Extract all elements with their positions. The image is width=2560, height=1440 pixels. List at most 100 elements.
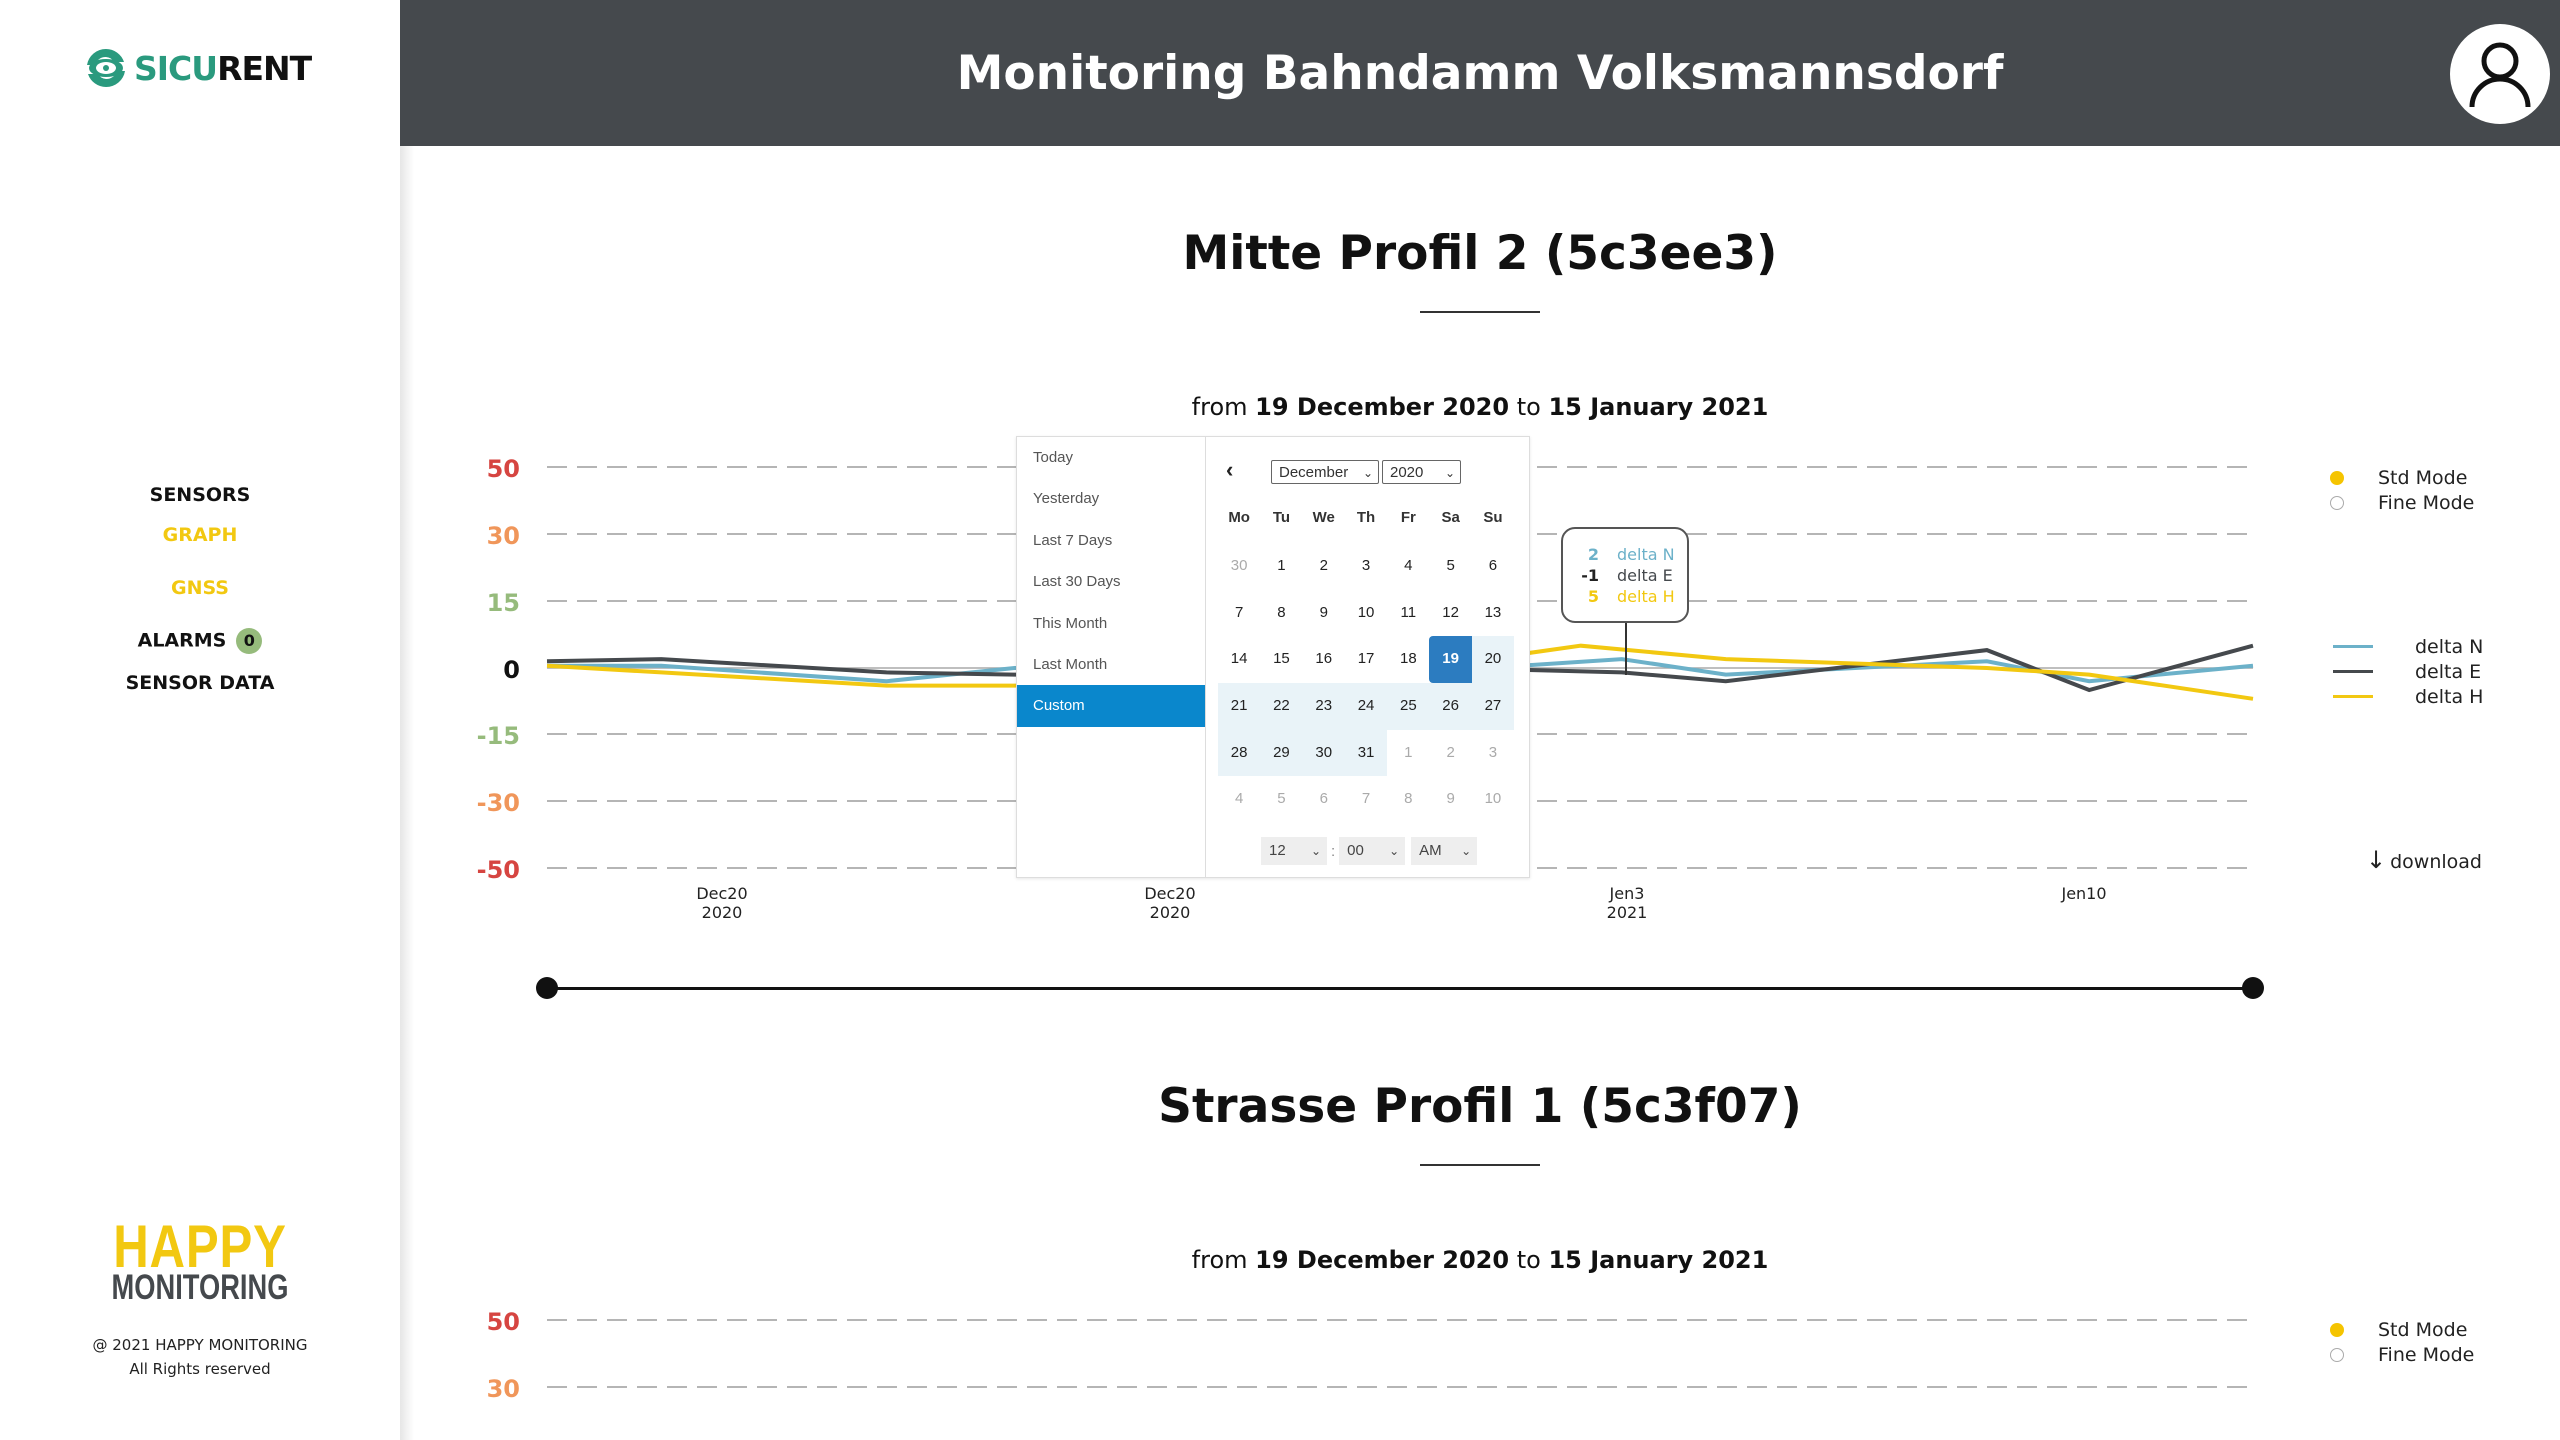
legend-label: delta E — [2415, 660, 2482, 683]
calendar-day[interactable]: 15 — [1273, 650, 1290, 668]
calendar-day[interactable]: 11 — [1400, 603, 1417, 621]
calendar-day[interactable]: 5 — [1446, 557, 1455, 574]
calendar-day[interactable]: 22 — [1260, 683, 1303, 730]
legend-item-delta-n[interactable]: delta N — [2333, 634, 2483, 659]
weekday: Sa — [1441, 509, 1460, 526]
range-last-30-days[interactable]: Last 30 Days — [1033, 573, 1121, 591]
legend-item-delta-h[interactable]: delta H — [2333, 684, 2483, 709]
range-today[interactable]: Today — [1033, 449, 1074, 466]
calendar-day[interactable]: 6 — [1319, 790, 1328, 808]
std-mode-option[interactable]: Std Mode — [2330, 465, 2474, 490]
calendar-day[interactable]: 8 — [1404, 790, 1413, 808]
calendar-day[interactable]: 30 — [1230, 557, 1248, 574]
weekday: Tu — [1272, 509, 1291, 526]
date-range-label-2[interactable]: from 19 December 2020 to 15 January 2021 — [400, 1246, 2560, 1274]
prev-month-chevron-icon[interactable]: ‹ — [1226, 457, 1234, 482]
time-range-slider-track[interactable] — [547, 987, 2253, 990]
hour-select[interactable]: 12 ⌄ — [1261, 837, 1327, 865]
calendar-day[interactable]: 3 — [1361, 557, 1371, 574]
calendar-day[interactable]: 27 — [1471, 683, 1515, 730]
sidebar-item-sensor-data[interactable]: SENSOR DATA — [125, 672, 275, 694]
range-last-7-days[interactable]: Last 7 Days — [1033, 531, 1113, 549]
range-this-month[interactable]: This Month — [1033, 614, 1108, 632]
fine-mode-option[interactable]: Fine Mode — [2330, 490, 2474, 515]
calendar-day[interactable]: 9 — [1446, 790, 1455, 808]
calendar-day[interactable]: 31 — [1344, 729, 1388, 777]
calendar-day[interactable]: 25 — [1387, 683, 1430, 730]
minute-value: 00 — [1347, 842, 1364, 859]
calendar-day[interactable]: 23 — [1302, 683, 1345, 730]
sidebar-item-alarms[interactable]: ALARMS 0 — [0, 628, 400, 654]
calendar-day[interactable]: 1 — [1277, 557, 1286, 574]
fine-mode-option[interactable]: Fine Mode — [2330, 1342, 2474, 1367]
download-button[interactable]: ↓ download — [2366, 846, 2482, 874]
slider-handle-start[interactable] — [536, 977, 558, 999]
calendar-day[interactable]: 4 — [1404, 557, 1413, 574]
calendar-day[interactable]: 17 — [1357, 650, 1375, 668]
calendar-day[interactable]: 9 — [1319, 603, 1328, 621]
tooltip-row-delta-e: -1 delta E — [1563, 566, 1687, 587]
sidebar-item-gnss[interactable]: GNSS — [170, 577, 229, 599]
calendar-day[interactable]: 10 — [1484, 790, 1502, 808]
calendar-day[interactable]: 8 — [1277, 603, 1286, 621]
title-divider-2 — [1420, 1164, 1540, 1166]
series-legend: delta N delta E delta H — [2333, 634, 2483, 709]
calendar-day[interactable]: 2 — [1319, 557, 1328, 574]
calendar-day[interactable]: 3 — [1488, 743, 1498, 761]
series-line-delta-h[interactable] — [546, 643, 2254, 701]
sidebar-item-sensors[interactable]: SENSORS — [149, 484, 251, 506]
minute-select[interactable]: 00 ⌄ — [1339, 837, 1406, 865]
calendar-day[interactable]: 13 — [1484, 603, 1502, 621]
calendar-day[interactable]: 12 — [1442, 603, 1459, 621]
calendar-day[interactable]: 28 — [1218, 729, 1261, 777]
calendar-day[interactable]: 7 — [1361, 790, 1371, 808]
range-last-month[interactable]: Last Month — [1033, 655, 1108, 673]
ampm-value: AM — [1419, 842, 1442, 859]
time-selector: 12 ⌄ : 00 ⌄ AM ⌄ — [1261, 837, 1478, 865]
mode-legend-2: Std Mode Fine Mode — [2330, 1317, 2474, 1367]
calendar-day[interactable]: 21 — [1218, 683, 1261, 730]
calendar-day[interactable]: 1 — [1404, 743, 1413, 761]
fine-mode-label: Fine Mode — [2378, 491, 2475, 514]
legend-label: delta H — [2415, 685, 2484, 708]
weekday: Su — [1483, 509, 1503, 526]
std-mode-option[interactable]: Std Mode — [2330, 1317, 2474, 1342]
calendar-day[interactable]: 24 — [1344, 683, 1388, 730]
range-yesterday[interactable]: Yesterday — [1033, 490, 1100, 508]
x-tick-3: Jen3 2021 — [1567, 884, 1687, 922]
calendar-day[interactable]: 6 — [1488, 557, 1498, 574]
x-tick-label: Dec20 — [696, 884, 748, 903]
calendar-week: 14 15 16 17 18 19 20 — [1218, 636, 1515, 684]
calendar-day[interactable]: 5 — [1277, 790, 1286, 808]
year-select[interactable]: 2020 ⌄ — [1382, 460, 1461, 484]
calendar-day[interactable]: 19 — [1429, 636, 1472, 684]
sicurent-logo[interactable]: SICURENT — [84, 46, 312, 90]
calendar-day[interactable]: 7 — [1234, 603, 1244, 621]
calendar-day[interactable]: 10 — [1357, 603, 1375, 621]
legend-item-delta-e[interactable]: delta E — [2333, 659, 2483, 684]
calendar-day[interactable]: 30 — [1302, 729, 1345, 777]
calendar-day[interactable]: 2 — [1446, 743, 1455, 761]
calendar-day[interactable]: 16 — [1315, 650, 1333, 668]
user-avatar-button[interactable] — [2450, 24, 2550, 124]
calendar-day[interactable]: 18 — [1399, 650, 1417, 668]
ampm-select[interactable]: AM ⌄ — [1411, 837, 1478, 865]
sensor-title-2: Strasse Profil 1 (5c3f07) — [1158, 1079, 1802, 1134]
date-range-label-1[interactable]: from 19 December 2020 to 15 January 2021 — [400, 393, 2560, 421]
sidebar-item-graph[interactable]: GRAPH — [162, 524, 238, 546]
range-custom[interactable]: Custom — [1017, 685, 1205, 727]
x-tick-2: Dec20 2020 — [1110, 884, 1230, 922]
calendar-day[interactable]: 14 — [1230, 650, 1248, 668]
calendar-day[interactable]: 4 — [1234, 790, 1244, 808]
calendar-day[interactable]: 20 — [1471, 636, 1515, 684]
chevron-down-icon: ⌄ — [1389, 844, 1400, 858]
slider-handle-end[interactable] — [2242, 977, 2264, 999]
x-tick-year: 2020 — [1149, 903, 1191, 922]
x-tick-4: Jen10 — [2024, 884, 2144, 903]
range-to-date: 15 January 2021 — [1548, 1246, 1769, 1274]
calendar-day[interactable]: 29 — [1260, 729, 1303, 777]
x-tick-1: Dec20 2020 — [662, 884, 782, 922]
calendar-day[interactable]: 26 — [1429, 683, 1472, 730]
month-select[interactable]: December ⌄ — [1271, 460, 1379, 484]
